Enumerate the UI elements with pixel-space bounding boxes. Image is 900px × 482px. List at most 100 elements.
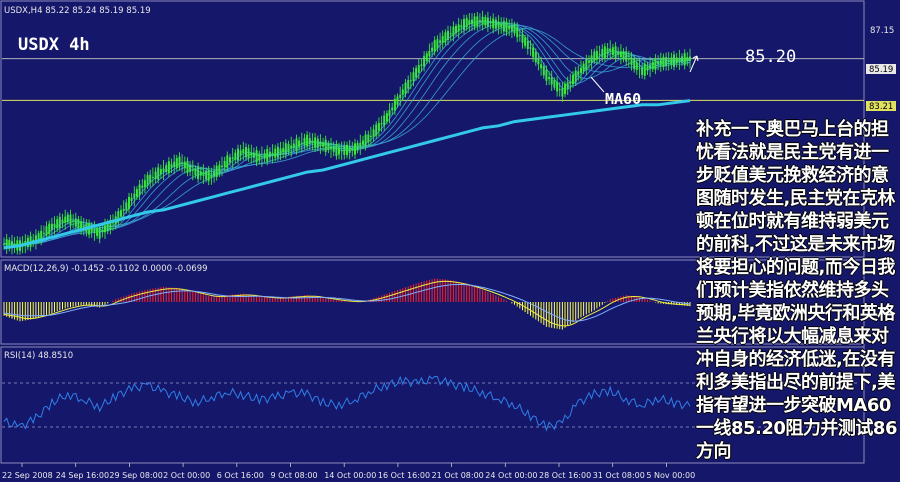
candle-body [69, 214, 72, 225]
candle-body [146, 175, 149, 186]
candle-body [72, 220, 75, 222]
candle-body [303, 137, 306, 146]
ma60-label: MA60 [605, 90, 641, 108]
candle-body [351, 147, 354, 151]
candle-body [542, 66, 545, 76]
candle-body [471, 19, 473, 25]
candle-body [93, 228, 96, 233]
candle-body [468, 20, 471, 25]
support-price-box [866, 101, 896, 111]
candle-body [117, 211, 120, 223]
candle-body [524, 37, 527, 46]
candle-body [90, 227, 93, 233]
candle-body [601, 49, 604, 58]
candle-body [657, 61, 660, 65]
candle-body [367, 134, 370, 143]
candle-body [603, 46, 606, 58]
candle-body [348, 146, 351, 153]
candle-body [207, 170, 210, 182]
candle-body [556, 81, 559, 92]
macd-label: MACD(12,26,9) -0.1452 -0.1102 0.0000 -0.… [4, 264, 208, 274]
candle-body [457, 24, 460, 32]
candle-body [133, 193, 136, 199]
candle-body [364, 134, 367, 147]
candle-body [255, 150, 258, 163]
candle-body [213, 171, 216, 177]
x-tick-label: 31 Oct 08:00 [593, 471, 645, 480]
candle-body [32, 239, 35, 242]
candle-body [662, 56, 665, 68]
candle-body [3, 243, 5, 245]
candle-body [11, 241, 13, 249]
candle-body [489, 22, 492, 24]
candle-body [388, 110, 391, 117]
candle-body [359, 142, 362, 147]
candle-body [667, 60, 670, 62]
x-tick-label: 2 Oct 00:00 [163, 471, 210, 480]
candle-body [319, 141, 322, 147]
candle-body [223, 161, 226, 167]
candle-body [611, 47, 614, 55]
candle-body [284, 143, 287, 155]
candle-body [260, 156, 263, 158]
candle-body [234, 152, 237, 160]
candle-body [651, 61, 654, 70]
candle-body [670, 57, 673, 65]
current-price-box [866, 64, 896, 74]
candle-body [518, 35, 521, 36]
candle-body [439, 40, 442, 43]
candle-body [393, 98, 396, 111]
candle-body [502, 21, 505, 32]
candle-body [673, 54, 675, 67]
candle-body [420, 64, 423, 66]
x-tick-label: 22 Sep 2008 [2, 471, 53, 480]
candle-body [338, 147, 340, 155]
x-tick-label: 29 Sep 08:00 [109, 471, 162, 480]
candle-body [590, 55, 593, 63]
candle-body [532, 47, 535, 58]
candle-body [649, 65, 652, 69]
candle-body [564, 83, 566, 95]
candle-body [64, 216, 67, 223]
candle-body [569, 81, 572, 84]
candle-body [157, 167, 160, 180]
candle-body [529, 47, 532, 49]
candle-body [104, 225, 106, 233]
candle-body [566, 82, 569, 90]
candle-body [61, 219, 64, 223]
candle-body [401, 89, 404, 95]
candle-body [135, 189, 138, 198]
candle-body [577, 71, 580, 76]
candle-body [681, 56, 683, 63]
candle-body [510, 25, 513, 32]
x-tick-label: 24 Oct 00:00 [485, 471, 537, 480]
candle-body [276, 146, 279, 158]
candle-body [505, 21, 508, 33]
candle-body [162, 168, 165, 172]
x-tick-label: 14 Oct 00:00 [324, 471, 376, 480]
candle-body [5, 239, 8, 249]
candle-body [263, 153, 266, 159]
candle-body [463, 19, 465, 30]
candle-body [425, 53, 428, 62]
candle-body [77, 219, 80, 229]
candle-body [492, 18, 495, 29]
candle-body [619, 51, 622, 58]
candle-body [274, 148, 277, 158]
candle-body [295, 138, 298, 151]
candle-body [409, 80, 412, 82]
rsi-line [3, 375, 691, 432]
candle-body [550, 77, 553, 85]
macd-signal-line [3, 280, 691, 327]
candle-body [183, 161, 186, 169]
candle-body [34, 235, 37, 244]
x-tick-label: 24 Sep 16:00 [56, 471, 109, 480]
candle-body [239, 150, 242, 156]
candle-body [465, 18, 468, 28]
candle-body [8, 239, 11, 249]
x-tick-label: 28 Oct 16:00 [539, 471, 591, 480]
candle-body [330, 146, 332, 149]
candle-body [165, 165, 168, 172]
candle-body [210, 174, 213, 178]
